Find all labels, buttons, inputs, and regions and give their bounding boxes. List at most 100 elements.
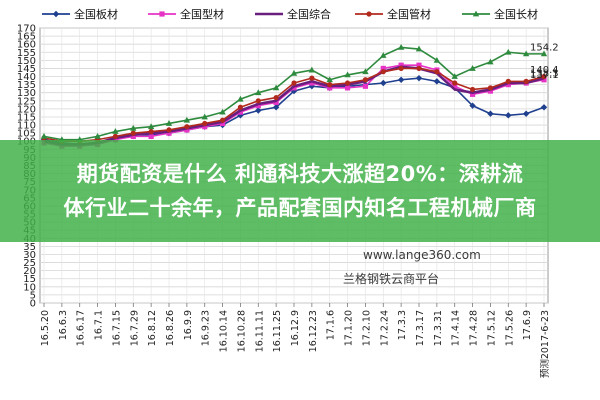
series-point <box>255 98 261 104</box>
watermark-platform: 兰格钢铁云商平台 <box>343 271 439 286</box>
x-tick-label: 16.7.29 <box>129 310 140 346</box>
x-tick-label: 17.1.6 <box>326 310 337 340</box>
series-point <box>452 83 458 89</box>
series-point <box>487 58 494 65</box>
series-point <box>219 117 226 123</box>
x-tick-label: 16.10.28 <box>236 310 247 352</box>
y-tick-label: 160 <box>17 40 36 51</box>
y-tick-label: 0 <box>30 299 36 310</box>
series-point <box>272 104 280 111</box>
data-label: 154.2 <box>530 43 559 54</box>
x-tick-label: 16.9.23 <box>201 310 212 346</box>
series-point <box>398 65 404 72</box>
y-tick-label: 155 <box>17 48 36 59</box>
y-tick-label: 165 <box>17 32 36 43</box>
series-point <box>416 65 422 72</box>
x-tick-label: 17.1.20 <box>344 310 355 346</box>
y-tick-label: 120 <box>17 104 36 115</box>
series-point <box>397 76 405 83</box>
data-label: 138.3 <box>530 68 559 79</box>
y-tick-label: 115 <box>17 112 36 123</box>
series-point <box>487 85 494 91</box>
y-tick-label: 25 <box>23 258 36 269</box>
series-point <box>472 10 480 17</box>
series-point <box>130 133 136 139</box>
y-tick-label: 20 <box>23 266 36 277</box>
x-tick-label: 16.8.12 <box>147 310 158 346</box>
y-tick-label: 110 <box>17 121 36 132</box>
x-tick-label: 16.6.17 <box>76 310 87 346</box>
series-point <box>398 62 404 68</box>
series-point <box>362 68 369 75</box>
series-point <box>202 124 208 130</box>
series-point <box>523 78 529 84</box>
series-point <box>52 10 60 18</box>
series-point <box>290 69 298 76</box>
y-tick-label: 5 <box>30 290 36 301</box>
x-tick-label: 16.9.9 <box>183 310 194 340</box>
series-point <box>469 65 476 71</box>
series-point <box>94 132 101 139</box>
series-point <box>309 80 315 86</box>
x-tick-label: 17.2.10 <box>361 310 372 346</box>
series-point <box>219 108 226 115</box>
series-point <box>397 44 405 50</box>
series-point <box>237 95 244 102</box>
series-line <box>43 65 545 146</box>
series-point <box>159 11 165 17</box>
banner-line-1: 期货配资是什么 利通科技大涨超20%：深耕流 <box>76 162 524 186</box>
series-point <box>166 130 172 136</box>
series-point <box>130 124 137 131</box>
x-tick-label: 17.4.14 <box>451 310 462 346</box>
x-tick-label: 16.12.23 <box>308 310 319 352</box>
y-tick-label: 105 <box>17 129 36 140</box>
y-tick-label: 15 <box>23 274 36 285</box>
legend-label: 全国长材 <box>494 7 538 21</box>
y-tick-label: 10 <box>23 282 36 293</box>
x-tick-label: 17.3.3 <box>397 310 408 340</box>
series-point <box>380 52 387 58</box>
series-point <box>255 103 261 109</box>
series-point <box>327 82 333 88</box>
series-point <box>452 80 458 86</box>
banner-line-2: 体行业二十余年，产品配套国内知名工程机械厂商 <box>63 196 537 220</box>
x-tick-label: 17.4.28 <box>469 310 480 346</box>
series-point <box>487 88 494 94</box>
series-point <box>451 73 458 79</box>
data-label: 140.4 <box>530 65 559 76</box>
series-point <box>219 120 226 127</box>
series-point <box>540 104 548 111</box>
y-tick-label: 170 <box>17 24 36 35</box>
series-point <box>183 116 191 123</box>
series-point <box>40 132 48 139</box>
series-point <box>308 66 316 73</box>
series-point <box>273 99 279 106</box>
series-point <box>255 89 262 96</box>
series-point <box>415 74 423 82</box>
series-point <box>540 50 548 57</box>
series-point <box>112 133 119 139</box>
series-point <box>273 94 279 101</box>
series-point <box>469 91 476 97</box>
series-point <box>272 84 280 91</box>
overlay-banner[interactable]: 期货配资是什么 利通科技大涨超20%：深耕流 体行业二十余年，产品配套国内知名工… <box>0 140 600 242</box>
x-tick-label: 17.2.24 <box>379 310 390 346</box>
series-point <box>505 82 511 88</box>
series-point <box>541 73 547 80</box>
series-point <box>505 48 512 55</box>
series-point <box>362 77 369 83</box>
data-label: 137.1 <box>530 70 559 81</box>
x-tick-label: 16.8.26 <box>165 310 176 346</box>
x-tick-label: 17.5.26 <box>504 310 515 346</box>
legend-label: 全国型材 <box>180 7 224 21</box>
series-point <box>433 78 441 85</box>
x-tick-label: 16.10.14 <box>219 310 230 352</box>
series-point <box>469 102 476 109</box>
series-point <box>112 128 119 134</box>
x-tick-label: 17.3.17 <box>415 310 426 346</box>
series-point <box>184 124 190 130</box>
y-tick-label: 135 <box>17 80 36 91</box>
series-point <box>255 107 262 114</box>
series-point <box>112 137 119 143</box>
series-point <box>505 78 511 84</box>
